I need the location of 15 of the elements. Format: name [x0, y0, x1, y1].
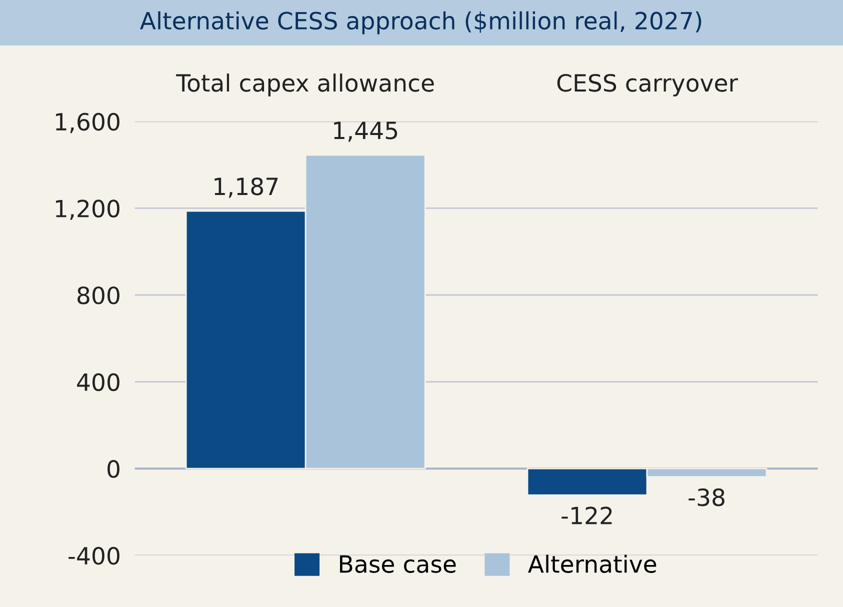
y-tick-label: -400 [68, 546, 120, 565]
x-tick-label: CESS carryover [557, 74, 738, 96]
legend-label: Base case [340, 555, 456, 573]
legend-label: Alternative [528, 554, 656, 573]
y-tick-label: 800 [78, 286, 120, 304]
y-tick-label: 400 [77, 373, 120, 392]
data-label: 1,445 [334, 122, 398, 142]
y-tick-label: 0 [108, 460, 120, 478]
y-tick-label: 1,200 [56, 200, 120, 220]
data-label: -38 [688, 488, 724, 506]
data-label: 1,187 [214, 177, 278, 198]
chart-title: Alternative CESS approach ($million real, 2027) [140, 11, 702, 34]
data-label: -122 [562, 506, 612, 524]
y-tick-label: 1,600 [56, 112, 120, 134]
x-tick-label: Total capex allowance [176, 74, 434, 96]
